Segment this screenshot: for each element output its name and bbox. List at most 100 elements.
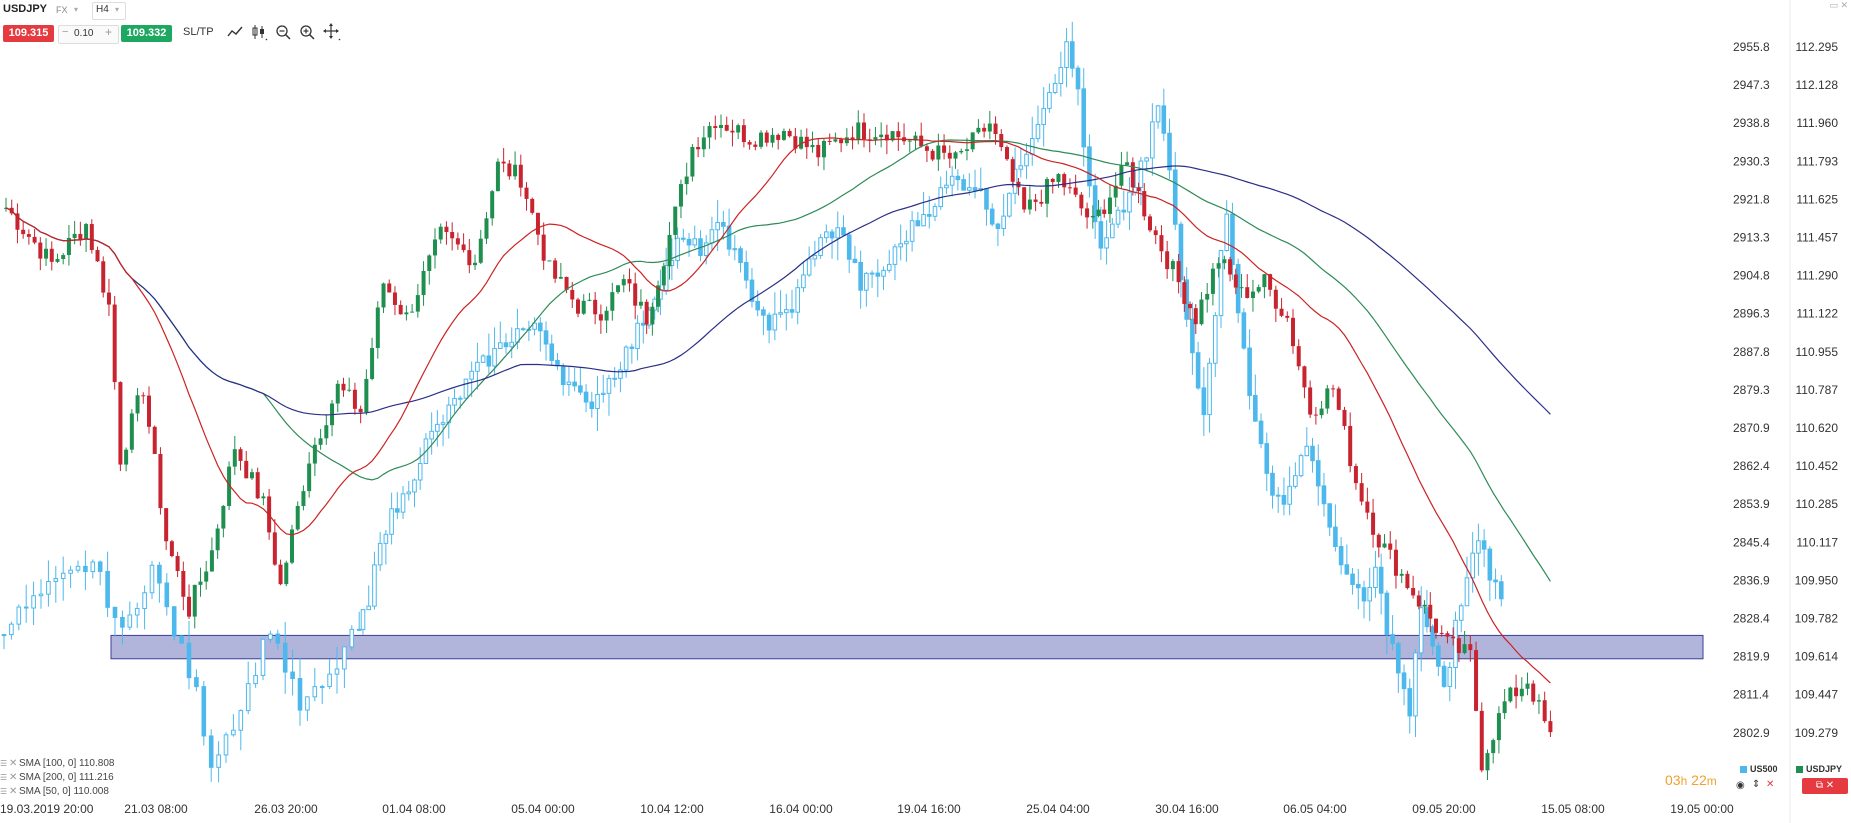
us500-candle [1035,105,1041,143]
usdjpy-candle [1073,174,1078,198]
usdjpy-candle [415,284,420,318]
us500-candle [75,560,81,573]
us500-candle [846,231,852,274]
zoom-out-icon[interactable] [274,23,292,41]
usdjpy-candle [1096,199,1101,218]
us500-candle [618,361,623,393]
us500-candle [543,321,549,361]
usdjpy-candle [1308,380,1313,418]
remove-icon[interactable]: ✕ [9,786,18,797]
us500-candle [475,342,480,390]
candles-icon[interactable] [250,23,268,41]
market-chevron-down-icon[interactable]: ▾ [74,5,79,14]
sma-50-legend[interactable]: ☰ ✕ SMA [50, 0] 110.008 [0,786,109,797]
us500-candle [105,551,110,617]
eye-icon[interactable]: ◉ [1736,780,1745,791]
window-controls[interactable]: ▭ ✕ [1829,0,1848,10]
us500-candle [967,173,972,196]
buy-button[interactable]: 109.332 [121,25,172,42]
usdjpy-candle [1462,630,1467,655]
zoom-in-icon[interactable] [298,23,316,41]
us500-candle [1293,462,1298,489]
usdjpy-candle [730,119,735,147]
us500-candle [1087,134,1092,198]
us500-candle [955,169,961,191]
usdjpy-candle [850,126,855,150]
y-tick-label: 111.457 [1796,231,1838,245]
us500-candle [1064,28,1069,88]
remove-icon[interactable]: ✕ [9,758,18,769]
usdjpy-candle [410,303,415,313]
usdjpy-candle [15,203,20,244]
usdjpy-candle [129,409,134,454]
sltp-button[interactable]: SL/TP [183,26,214,38]
volume-value[interactable]: 0.10 [74,28,94,39]
usdjpy-candle [1239,273,1244,298]
usdjpy-candle [461,233,466,253]
usdjpy-candle [284,560,289,587]
usdjpy-candle [518,154,523,197]
us500-candle [1127,177,1132,230]
usdjpy-candle [1273,285,1278,323]
sell-button[interactable]: 109.315 [3,25,54,42]
legend-usdjpy[interactable]: USDJPY [1796,764,1842,774]
timeframe-chevron-down-icon[interactable]: ▾ [115,5,120,14]
settings-icon[interactable]: ☰ [0,787,8,796]
us500-candle [349,625,355,651]
y-tick-label: 109.447 [1795,688,1839,702]
usdjpy-candle [1376,533,1381,558]
crosshair-icon[interactable] [323,23,341,41]
us500-candle [334,646,340,694]
volume-decrease-button[interactable]: − [62,26,69,38]
settings-icon[interactable]: ☰ [0,773,8,782]
line-chart-icon[interactable] [226,23,244,41]
usdjpy-candle [4,197,8,212]
sort-icon[interactable]: ⇕ [1752,779,1761,790]
y-tick-label: 111.960 [1796,116,1838,130]
legend-us500[interactable]: US500 [1740,764,1778,774]
x-axis: 19.03.2019 20:00 21.03 08:00 26.03 20:00 01… [0,802,1734,816]
y-tick-label: 111.793 [1796,154,1838,168]
volume-increase-button[interactable]: + [105,25,113,39]
us500-series [1,21,1504,783]
us500-candle [1396,641,1401,693]
us500-candle [1373,550,1378,598]
us500-candle [1498,575,1504,607]
usdjpy-candle [913,131,918,150]
volume-input[interactable] [58,25,119,44]
us500-candle [1155,104,1161,129]
usdjpy-candle [112,295,117,390]
settings-icon[interactable]: ☰ [0,759,8,768]
usdjpy-candle [118,381,123,472]
close-icon[interactable]: ✕ [1766,779,1775,790]
usdjpy-candle [398,300,403,315]
usdjpy-candle [164,508,169,550]
usdjpy-candle [558,262,563,279]
us500-candle [400,486,406,520]
us500-candle [926,196,932,229]
us500-candle [1098,206,1104,261]
us500-candle [1235,258,1241,324]
us500-candle [223,732,229,763]
sma-200-legend[interactable]: ☰ ✕ SMA [200, 0] 111.216 [0,772,114,783]
usdjpy-candle [204,560,209,590]
usdjpy-candle [106,278,111,316]
support-zone[interactable] [110,634,1704,660]
symbol-label[interactable]: USDJPY [3,3,48,15]
usdjpy-candle [1456,635,1461,663]
usdjpy-candle [753,141,758,151]
sma-100-legend[interactable]: ☰ ✕ SMA [100, 0] 110.808 [0,758,115,769]
us500-candle [275,629,281,650]
remove-icon[interactable]: ✕ [9,772,18,783]
us500-candle [1207,357,1212,433]
usdjpy-series-button[interactable]: ⧉ ✕ [1802,778,1848,794]
us500-candle [532,317,537,336]
us500-candle [1069,21,1075,78]
us500-candle [1458,603,1464,633]
timeframe-select[interactable] [92,2,126,20]
usdjpy-candle [844,128,849,146]
usdjpy-candle [1342,406,1347,430]
timeframe-label[interactable]: H4 [96,4,109,15]
usdjpy-candle [530,197,535,215]
